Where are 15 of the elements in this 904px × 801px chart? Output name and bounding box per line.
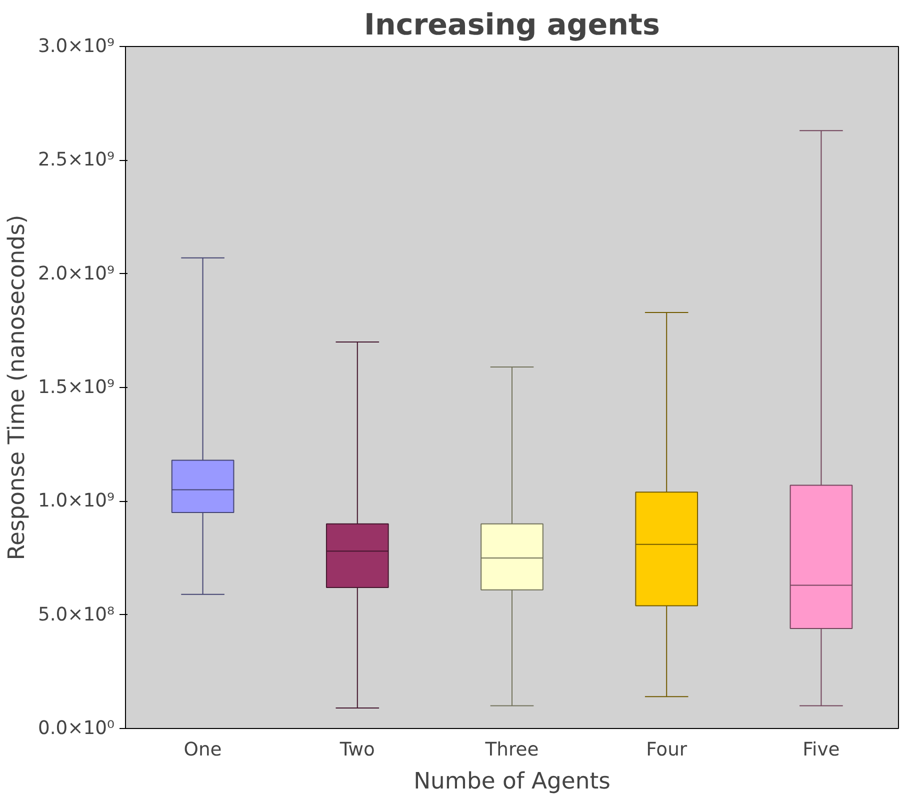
x-tick-label: Four [646, 740, 688, 760]
x-axis-title: Numbe of Agents [414, 768, 610, 794]
y-tick-label: 5.0×10⁸ [38, 604, 115, 626]
x-tick-label: One [184, 740, 222, 760]
x-tick-label: Two [338, 740, 375, 760]
y-tick-label: 2.5×10⁹ [38, 150, 115, 171]
x-tick-label: Five [802, 740, 840, 760]
chart-title: Increasing agents [364, 8, 660, 42]
y-axis-title: Response Time (nanoseconds) [4, 214, 30, 560]
y-tick-label: 2.0×10⁹ [38, 263, 115, 284]
y-tick-label: 1.5×10⁹ [38, 377, 115, 398]
y-tick-label: 1.0×10⁹ [38, 490, 115, 512]
y-tick-label: 0.0×10⁰ [38, 718, 115, 739]
x-tick-label: Three [484, 740, 539, 760]
y-tick-label: 3.0×10⁹ [38, 36, 115, 57]
